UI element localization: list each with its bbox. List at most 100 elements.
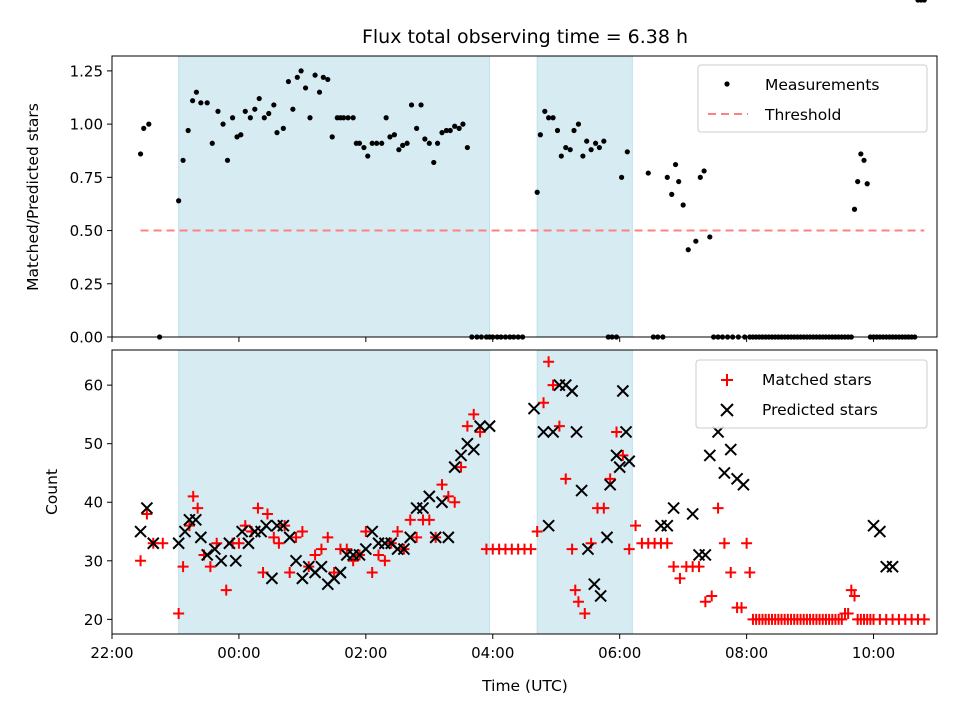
matched-star-point [204,561,216,573]
matched-star-point [360,526,372,538]
matched-star-point [257,567,269,579]
measurement-point [858,151,864,157]
matched-star-point [699,596,711,608]
measurement-point [312,72,318,78]
measurement-point [391,132,398,138]
x-tick-label: 00:00 [217,644,260,662]
measurement-point [280,125,286,131]
matched-star-point [461,420,473,432]
y-tick-label: 0.50 [70,222,103,240]
y-tick-label: 0.75 [70,169,103,187]
y-tick-label: 1.00 [70,116,103,134]
matched-star-point [322,531,334,543]
measurement-point [238,132,244,138]
predicted-star-point [315,560,328,573]
predicted-star-point [397,542,411,556]
measurement-point [542,108,548,114]
matched-star-point [543,356,555,368]
predicted-star-point [194,531,208,544]
measurement-point [447,127,453,134]
x-tick-label: 04:00 [471,644,514,662]
measurement-point [550,115,556,121]
measurement-point [414,125,420,131]
measurement-point [460,121,466,127]
measurement-point [418,102,424,108]
matched-star-point [741,537,753,549]
matched-star-point [547,379,559,391]
top-legend-box [697,64,928,133]
measurement-point [242,108,248,114]
matched-star-point [712,502,724,514]
predicted-star-point [334,566,347,579]
top-axes-frame [111,55,938,338]
top-y-axis-label: Matched/Predicted stars [24,103,42,291]
matched-star-point [173,608,185,620]
measurement-point [302,85,309,91]
measurement-point [426,140,432,146]
predicted-star-point [667,501,680,515]
bottom-shaded-regions [178,349,633,635]
measurement-point [379,140,385,146]
matched-star-point [449,496,461,508]
predicted-star-point [365,525,379,538]
measurement-point [697,174,703,180]
measurement-point [592,140,599,146]
matched-star-point [187,490,199,502]
shaded-interval [178,55,491,338]
matched-star-point [736,602,748,614]
measurement-point [554,127,561,134]
matched-star-point [468,408,480,420]
measurement-point [198,100,204,106]
x-tick-label: 02:00 [344,644,387,662]
measurement-point [180,157,186,163]
matched-star-point [373,549,385,561]
measurement-point [204,100,210,106]
matched-star-point [553,420,565,432]
predicted-star-point [570,425,583,439]
measurement-point [247,115,253,121]
measurement-point [383,115,389,121]
measurement-point [571,127,577,134]
predicted-star-point [296,572,309,585]
y-tick-label: 0.25 [70,275,103,293]
measurement-point [285,78,292,85]
top-y-axis-ticks: 0.00 0.25 0.50 0.75 1.00 1.25 [70,62,112,347]
y-tick-label: 50 [84,435,103,453]
bottom-x-axis-ticks: 22:00 00:00 02:00 04:00 06:00 08:00 10:00 [90,634,895,662]
predicted-star-point [661,519,674,532]
matched-star-point [836,613,848,625]
top-legend: Measurements Threshold [697,64,928,133]
measurement-point [693,238,699,244]
predicted-star-point [527,402,541,415]
matched-star-point [566,543,578,555]
matched-star-point [252,502,264,514]
legend-predicted-marker [720,403,734,417]
measurement-point [588,147,594,153]
measurement-point [266,110,272,117]
shaded-interval [536,349,633,635]
measurement-point [345,115,351,121]
predicted-star-point [616,384,630,398]
predicted-star-point [703,449,717,462]
measurement-point [408,102,415,108]
measurement-point [434,140,441,146]
measurement-point [234,134,240,140]
matched-star-point [455,461,467,473]
matched-star-point [157,537,169,549]
predicted-star-point [223,537,236,550]
predicted-star-point [581,542,595,556]
predicted-star-point [619,425,633,439]
measurement-point [439,130,445,136]
predicted-star-point [537,425,550,439]
measurement-point [224,157,231,163]
matched-star-point [718,537,730,549]
measurement-point [356,140,363,146]
measurement-point [685,247,691,253]
matched-star-point [474,426,486,438]
predicted-star-point [737,478,750,491]
predicted-star-point [603,478,617,491]
matched-star-point [177,561,189,573]
matched-star-point [273,537,285,549]
y-tick-label: 0.00 [70,329,103,347]
measurement-point [229,115,236,121]
